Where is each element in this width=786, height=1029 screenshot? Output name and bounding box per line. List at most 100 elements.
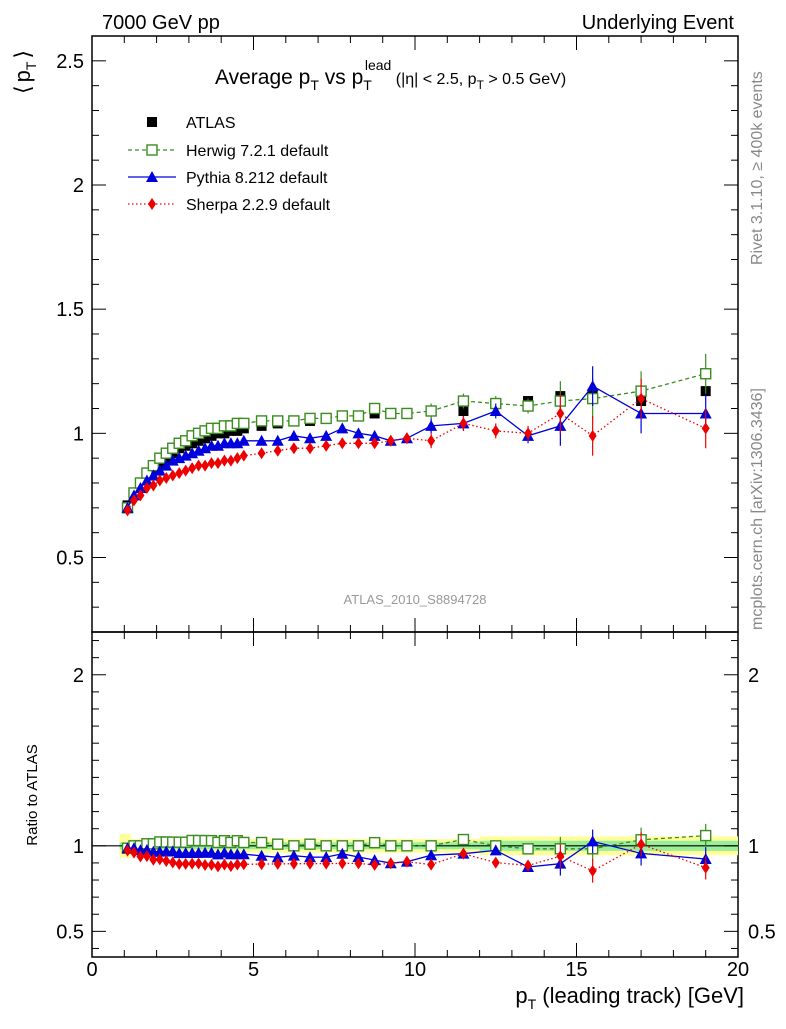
sherpa-point xyxy=(188,462,197,475)
atlas-data-point xyxy=(458,405,469,416)
sherpa-line xyxy=(126,397,706,511)
sherpa-ratio-point xyxy=(162,855,171,868)
sherpa-point xyxy=(338,437,347,450)
sherpa-point xyxy=(181,464,190,477)
axis-ticks: 0 5 10 15 20 0.5 1 1.5 2 2.5 0.5 0.5 1 1 2 2 xyxy=(56,35,776,981)
herwig-point xyxy=(522,400,534,412)
sherpa-point xyxy=(194,459,203,472)
pythia-ratio-point xyxy=(336,847,349,859)
sherpa-ratio-point xyxy=(491,856,500,869)
pythia-ratio-point xyxy=(586,835,599,847)
sherpa-ratio-point xyxy=(155,853,164,866)
atlas-data-point xyxy=(206,430,217,441)
herwig-ratio-point xyxy=(401,840,413,852)
sherpa-point xyxy=(207,457,216,470)
pythia-point xyxy=(425,419,438,431)
atlas-data-point xyxy=(193,435,204,446)
pythia-point xyxy=(336,422,349,434)
ratio-series xyxy=(121,823,712,883)
herwig-ratio-point xyxy=(522,843,534,855)
sherpa-ratio-point xyxy=(129,846,138,859)
sherpa-ratio-point xyxy=(273,857,282,870)
sherpa-ratio-point xyxy=(427,858,436,871)
plot-title: Average pT vs pTlead (|η| < 2.5, pT > 0.… xyxy=(215,57,566,93)
ratio-y-tick-label: 0.5 xyxy=(56,921,84,943)
ratio-y-tick-label-right: 2 xyxy=(748,665,759,687)
y-tick-label: 1.5 xyxy=(56,299,84,321)
sherpa-point xyxy=(588,429,597,442)
sherpa-point xyxy=(273,444,282,457)
sherpa-point xyxy=(637,392,646,405)
atlas-data-point xyxy=(219,428,230,439)
herwig-ratio-point xyxy=(288,840,300,852)
sherpa-point xyxy=(233,452,242,465)
sherpa-point xyxy=(257,447,266,460)
herwig-point xyxy=(288,415,300,427)
pythia-point xyxy=(489,404,502,416)
herwig-point xyxy=(336,410,349,422)
herwig-point xyxy=(425,405,437,417)
y-axis-label: ⟨pT⟩ xyxy=(10,50,39,94)
sherpa-ratio-point xyxy=(213,860,222,873)
sherpa-ratio-point xyxy=(556,850,565,863)
atlas-data-point xyxy=(200,433,211,444)
sherpa-ratio-point xyxy=(289,857,298,870)
pythia-point xyxy=(147,469,160,481)
x-tick-label: 15 xyxy=(565,959,587,981)
pythia-ratio-point xyxy=(304,851,317,863)
herwig-point xyxy=(320,412,332,425)
pythia-point xyxy=(320,429,333,441)
herwig-ratio-point xyxy=(320,840,332,852)
legend-label-sherpa: Sherpa 2.2.9 default xyxy=(186,197,331,214)
herwig-ratio-point xyxy=(238,836,250,849)
sherpa-point xyxy=(136,489,145,502)
herwig-point xyxy=(272,415,284,427)
legend: ATLAS Herwig 7.2.1 default Pythia 8.212 … xyxy=(128,115,331,214)
sherpa-point xyxy=(354,437,363,450)
y-tick-label: 2.5 xyxy=(56,51,84,73)
y-tick-label: 2 xyxy=(73,175,84,197)
sherpa-ratio-point xyxy=(354,857,363,870)
sherpa-point xyxy=(168,469,177,482)
pythia-point xyxy=(255,434,268,446)
herwig-point xyxy=(238,417,250,430)
sherpa-ratio-point xyxy=(239,858,248,871)
sherpa-point xyxy=(239,449,248,462)
sherpa-ratio-point xyxy=(188,857,197,870)
sherpa-ratio-point xyxy=(123,844,132,857)
header-left: 7000 GeV pp xyxy=(102,12,220,34)
sherpa-ratio-point xyxy=(402,855,411,868)
pythia-point xyxy=(271,434,284,446)
pythia-point xyxy=(304,432,317,444)
sherpa-ratio-point xyxy=(142,850,151,863)
herwig-ratio-point xyxy=(385,840,397,852)
y-tick-label: 0.5 xyxy=(56,548,84,570)
pythia-ratio-point xyxy=(255,849,268,861)
x-tick-label: 10 xyxy=(404,959,426,981)
x-tick-label: 5 xyxy=(248,959,259,981)
sherpa-point xyxy=(201,459,210,472)
sherpa-point xyxy=(370,437,379,450)
sherpa-point xyxy=(226,454,235,467)
legend-marker-atlas xyxy=(147,117,157,127)
sherpa-point xyxy=(123,504,132,517)
atlas-data-point xyxy=(232,425,243,436)
sherpa-point xyxy=(459,417,468,430)
sherpa-ratio-point xyxy=(257,858,266,871)
herwig-point xyxy=(368,402,381,415)
herwig-ratio-point xyxy=(368,836,381,849)
herwig-ratio-point xyxy=(255,836,268,849)
pythia-ratio-point xyxy=(271,851,284,863)
analysis-watermark: ATLAS_2010_S8894728 xyxy=(344,592,487,607)
sherpa-ratio-point xyxy=(136,850,145,863)
ratio-plot-frame xyxy=(91,631,739,958)
pythia-ratio-point xyxy=(489,844,502,856)
sherpa-ratio-point xyxy=(386,857,395,870)
herwig-point xyxy=(401,407,413,420)
legend-marker-pythia xyxy=(146,171,158,182)
sherpa-ratio-point xyxy=(370,858,379,871)
pythia-ratio-point xyxy=(287,849,300,861)
ratio-y-tick-label-right: 0.5 xyxy=(748,921,776,943)
herwig-point xyxy=(255,415,268,427)
